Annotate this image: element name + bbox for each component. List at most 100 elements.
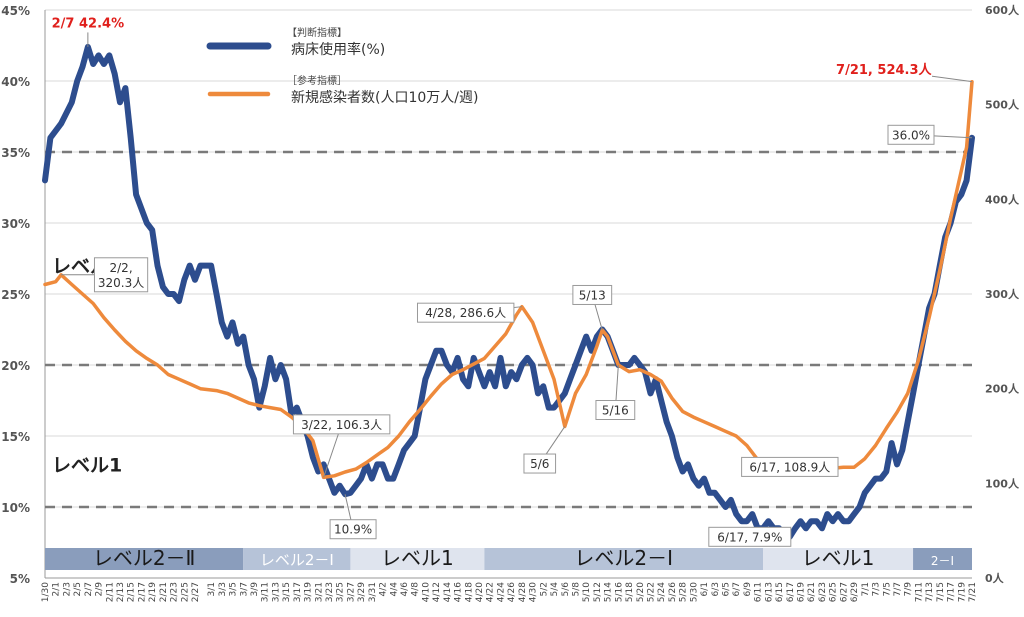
left-tick-label: 10% — [1, 501, 30, 515]
date-tick-label: 2/3 — [62, 582, 72, 596]
date-tick-label: 3/27 — [346, 582, 356, 602]
level-band — [350, 548, 485, 570]
right-tick-label: 100人 — [985, 476, 1020, 490]
annotation-box — [741, 456, 839, 477]
date-tick-label: 3/15 — [282, 582, 292, 602]
date-tick-label: 3/13 — [271, 582, 281, 602]
date-tick-label: 5/8 — [571, 582, 581, 597]
date-tick-label: 5/24 — [657, 582, 667, 602]
annotation: 36.0% — [887, 124, 973, 145]
left-tick-label: 30% — [1, 217, 30, 231]
annotation-box — [93, 257, 149, 293]
annotation: 4/28, 286.6人 — [416, 302, 522, 323]
right-tick-label: 600人 — [985, 3, 1020, 17]
date-tick-label: 3/3 — [218, 582, 228, 596]
date-tick-label: 3/21 — [314, 582, 324, 602]
date-tick-label: 7/17 — [947, 582, 957, 602]
date-tick-label: 6/17 — [786, 582, 796, 602]
date-tick-label: 4/14 — [443, 582, 453, 602]
date-tick-label: 4/24 — [496, 582, 506, 602]
annotation: 6/17, 7.9% — [708, 526, 792, 547]
gridlines — [44, 9, 972, 579]
date-tick-label: 3/31 — [368, 582, 378, 602]
legend-label: 新規感染者数(人口10万人/週) — [291, 89, 478, 106]
date-tick-label: 6/23 — [818, 582, 828, 602]
date-tick-label: 5/14 — [604, 582, 614, 602]
left-tick-label: 5% — [10, 572, 30, 586]
left-tick-label: 40% — [1, 75, 30, 89]
annotation-box — [572, 284, 613, 305]
annotation-text: 5/13 — [579, 288, 606, 302]
date-tick-label: 2/25 — [180, 582, 190, 602]
date-tick-label: 6/11 — [754, 582, 764, 602]
date-tick-label: 5/2 — [539, 582, 549, 596]
date-tick-label: 2/1 — [52, 582, 62, 596]
date-tick-label: 7/5 — [882, 582, 892, 596]
date-tick-label: 6/27 — [839, 582, 849, 602]
annotation-text: 2/7 42.4% — [52, 16, 124, 31]
date-tick-label: 6/9 — [743, 582, 753, 597]
annotation-box — [46, 13, 129, 33]
annotation: 6/17, 108.9人 — [741, 456, 839, 477]
annotation-text: 6/17, 7.9% — [717, 530, 782, 544]
date-tick-label: 4/30 — [529, 582, 539, 602]
level-bands: レベル2－Ⅱ レベル2－Ⅰ レベル1 レベル2－Ⅰ レベル1 2－Ⅰ — [45, 546, 972, 570]
right-tick-label: 200人 — [985, 382, 1020, 396]
right-axis-ticks: 0人 100人 200人 300人 400人 500人 600人 — [985, 3, 1020, 585]
date-tick-label: 6/7 — [732, 582, 742, 596]
annotations: 2/7 42.4% 7/21, 524.3人 36.0% 2/2,320.3人 4/28… — [46, 13, 973, 547]
level-band-label: レベル1 — [381, 546, 454, 570]
date-tick-label: 4/28 — [518, 582, 528, 602]
date-tick-label: 5/4 — [550, 582, 560, 597]
level-band — [484, 548, 764, 570]
legend-tag: ［参考指標］ — [287, 74, 347, 87]
left-tick-label: 15% — [1, 430, 30, 444]
date-tick-label: 2/11 — [105, 582, 115, 602]
annotation: 5/6 — [523, 426, 566, 474]
annotation-text: 320.3人 — [98, 276, 144, 290]
date-tick-label: 2/19 — [148, 582, 158, 602]
annotation-text: 7/21, 524.3人 — [836, 62, 932, 78]
right-tick-label: 0人 — [985, 571, 1005, 585]
annotation-text: 3/22, 106.3人 — [301, 418, 382, 432]
date-tick-label: 4/10 — [421, 582, 431, 602]
date-axis-ticks: 1/30 2/1 2/3 2/5 2/7 2/9 2/11 2/13 2/15 2/17 2/19 2… — [41, 582, 978, 602]
level-band — [243, 548, 351, 570]
date-tick-label: 7/11 — [914, 582, 924, 602]
left-axis-ticks: 5% 10% 15% 20% 25% 30% 35% 40% 45% — [1, 4, 30, 586]
annotation-text: 5/6 — [530, 457, 549, 471]
annotation: 5/16 — [595, 364, 636, 420]
date-tick-label: 4/16 — [454, 582, 464, 602]
date-tick-label: 7/7 — [893, 582, 903, 596]
date-tick-label: 3/29 — [357, 582, 367, 602]
level-band-label: レベル1 — [802, 546, 875, 570]
legend-tag: 【判断指標】 — [287, 26, 347, 39]
date-tick-label: 3/11 — [261, 582, 271, 602]
date-tick-label: 4/18 — [464, 582, 474, 602]
level-band — [913, 548, 972, 570]
date-tick-label: 3/17 — [293, 582, 303, 602]
right-tick-label: 500人 — [985, 98, 1020, 112]
date-tick-label: 6/19 — [797, 582, 807, 602]
level-label: レベル1 — [52, 454, 122, 476]
date-tick-label: 4/8 — [411, 582, 421, 597]
annotation-text: 6/17, 108.9人 — [749, 460, 830, 474]
annotation-box — [708, 526, 792, 547]
date-tick-label: 7/3 — [872, 582, 882, 596]
date-tick-label: 2/23 — [170, 582, 180, 602]
date-tick-label: 3/1 — [207, 582, 217, 596]
date-tick-label: 7/21 — [968, 582, 978, 602]
date-tick-label: 7/19 — [957, 582, 967, 602]
date-tick-label: 5/28 — [679, 582, 689, 602]
annotation: 5/13 — [572, 284, 613, 331]
level-band-label: レベル2－Ⅰ — [260, 551, 334, 569]
date-tick-label: 7/9 — [904, 582, 914, 597]
date-tick-label: 4/4 — [389, 582, 399, 597]
annotation: 2/2,320.3人 — [61, 257, 149, 293]
date-tick-label: 4/22 — [486, 582, 496, 602]
left-tick-label: 20% — [1, 359, 30, 373]
date-tick-label: 2/5 — [73, 582, 83, 596]
annotation: 7/21, 524.3人 — [835, 60, 973, 83]
level-band — [763, 548, 914, 570]
